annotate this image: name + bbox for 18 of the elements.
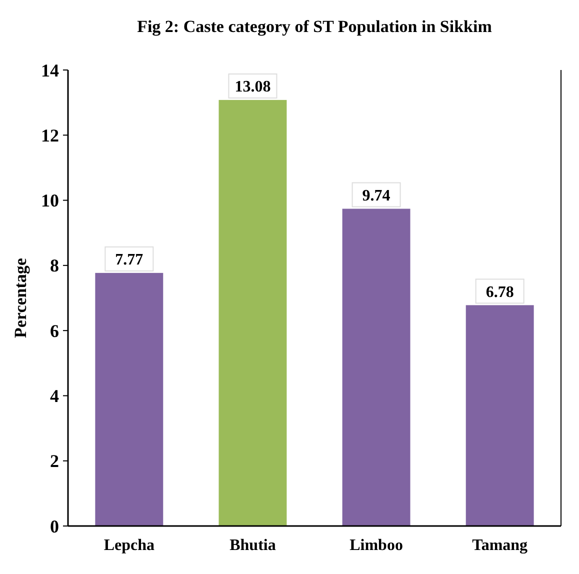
x-tick-label: Limboo xyxy=(350,537,403,554)
x-tick-label: Tamang xyxy=(472,537,528,554)
y-tick-label: 6 xyxy=(50,320,59,341)
data-label: 9.74 xyxy=(362,187,390,204)
x-tick-label: Lepcha xyxy=(104,537,154,554)
data-label: 7.77 xyxy=(115,252,144,269)
data-label: 13.08 xyxy=(234,78,271,96)
chart-title: Fig 2: Caste category of ST Population in Sikkim xyxy=(137,17,492,36)
y-tick-label: 12 xyxy=(41,125,59,146)
y-tick-label: 10 xyxy=(41,190,59,211)
data-label: 6.78 xyxy=(486,284,514,301)
y-tick-label: 0 xyxy=(50,516,59,536)
y-axis-title: Percentage xyxy=(11,258,30,338)
y-tick-label: 14 xyxy=(41,60,59,80)
y-tick-label: 2 xyxy=(50,451,59,472)
y-tick-label: 8 xyxy=(50,256,59,276)
y-tick-label: 4 xyxy=(50,386,59,406)
x-tick-label: Bhutia xyxy=(230,537,276,554)
